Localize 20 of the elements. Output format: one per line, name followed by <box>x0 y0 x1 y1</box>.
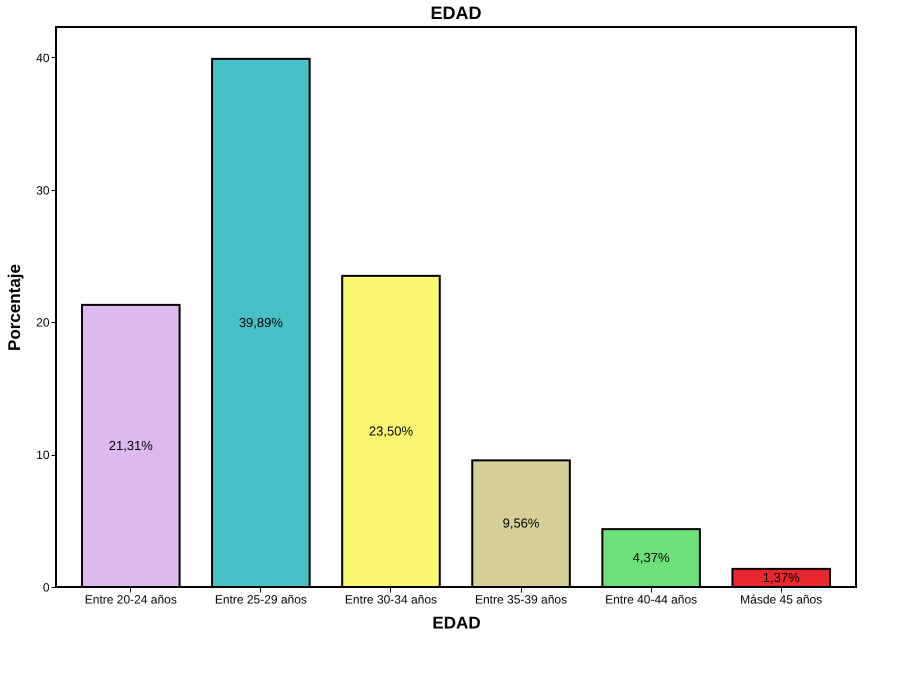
data-label: 4,37% <box>632 550 670 566</box>
x-tick-label: Entre 35-39 años <box>475 592 568 606</box>
x-tick-label: Entre 30-34 años <box>344 592 437 606</box>
chart-title: EDAD <box>430 3 482 23</box>
data-label: 9,56% <box>502 516 540 531</box>
x-tick-label: Másde 45 años <box>740 592 822 606</box>
y-tick-label: 0 <box>42 580 50 594</box>
data-label: 39,89% <box>238 314 284 330</box>
x-axis-title: EDAD <box>432 614 481 632</box>
x-tick-label: Entre 40-44 años <box>605 592 698 606</box>
x-tick-label: Entre 20-24 años <box>84 592 177 606</box>
data-label: 1,37% <box>762 570 800 585</box>
data-label: 23,50% <box>368 423 414 438</box>
data-label: 21,31% <box>108 438 154 453</box>
x-tick-label: Entre 25-29 años <box>214 592 307 606</box>
y-tick-label: 30 <box>36 183 50 198</box>
y-tick-label: 20 <box>36 316 50 330</box>
y-tick-label: 40 <box>36 50 50 65</box>
y-tick-label: 10 <box>36 448 50 462</box>
y-axis-title: Porcentaje <box>5 264 24 351</box>
